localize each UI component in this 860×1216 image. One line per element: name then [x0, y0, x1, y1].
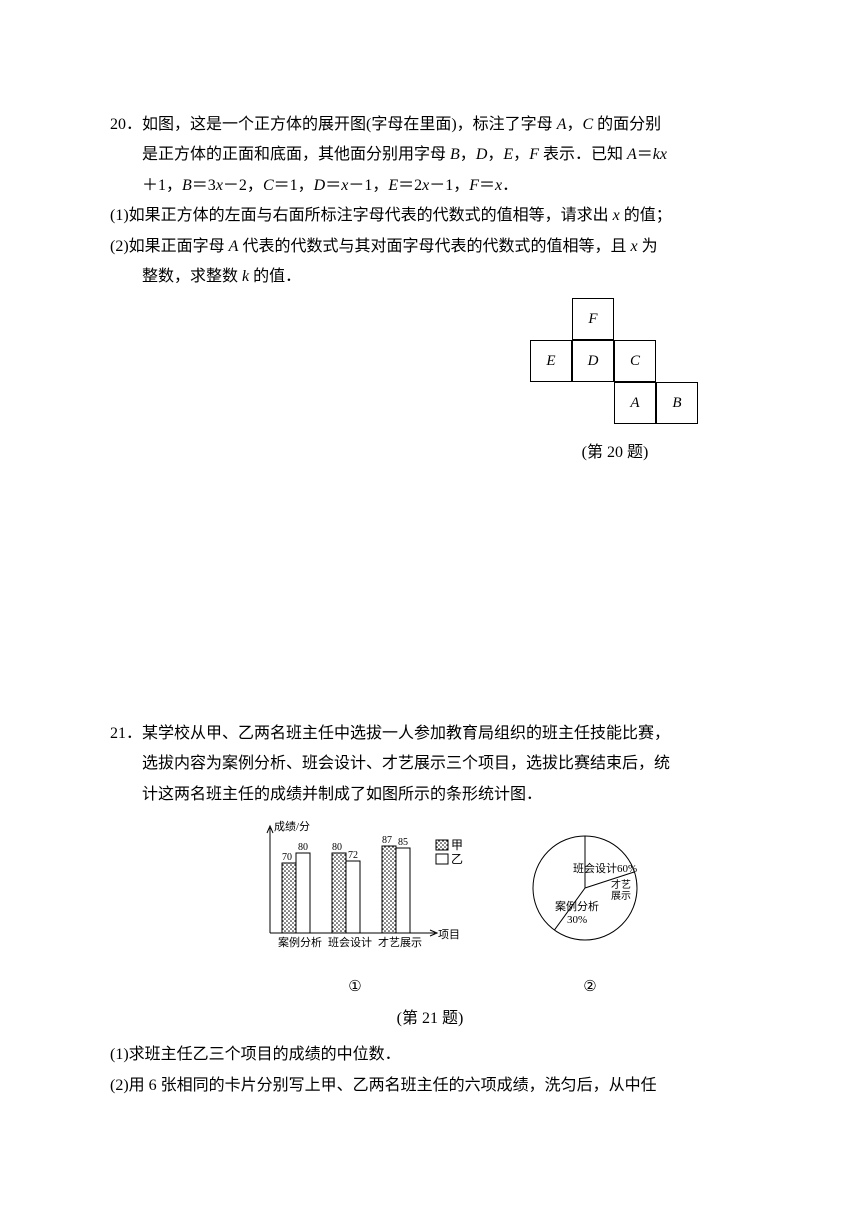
- question-21: 21．某学校从甲、乙两名班主任中选拔一人参加教育局组织的班主任技能比赛， 选拔内…: [110, 719, 750, 1101]
- q20-line1: 20．如图，这是一个正方体的展开图(字母在里面)，标注了字母 A，C 的面分别: [110, 110, 750, 140]
- bar-jia-1: [282, 863, 296, 933]
- q21-sub2: (2)用 6 张相同的卡片分别写上甲、乙两名班主任的六项成绩，洗匀后，从中任: [110, 1071, 750, 1101]
- bar-jia-2: [332, 853, 346, 933]
- val-yi-3: 85: [398, 837, 408, 848]
- cat-2: 班会设计: [328, 936, 372, 949]
- q20-sub2-l2: 整数，求整数 k 的值．: [110, 262, 750, 292]
- val-jia-2: 80: [332, 842, 342, 853]
- pie-chart-block: 班会设计60% 案例分析 30% 才艺 展示 ②: [520, 818, 660, 1002]
- pie-label-anli-2: 30%: [567, 914, 587, 926]
- q20-line2: 是正方体的正面和底面，其他面分别用字母 B，D，E，F 表示．已知 A＝kx: [110, 140, 750, 170]
- q20-number: 20．: [110, 116, 142, 133]
- bar-yi-3: [396, 848, 410, 933]
- cube-net-diagram: F E D C A B: [530, 298, 700, 428]
- legend-yi-label: 乙: [451, 852, 463, 866]
- pie-label-anli-1: 案例分析: [555, 899, 599, 913]
- cell-e: E: [530, 340, 572, 382]
- figure-20: F E D C A B (第 20 题): [110, 298, 750, 468]
- q21-line2: 选拔内容为案例分析、班会设计、才艺展示三个项目，选拔比赛结束后，统: [110, 749, 750, 779]
- figure-21-caption: (第 21 题): [397, 1004, 464, 1034]
- cell-d: D: [572, 340, 614, 382]
- q21-line1: 21．某学校从甲、乙两名班主任中选拔一人参加教育局组织的班主任技能比赛，: [110, 719, 750, 749]
- cell-b: B: [656, 382, 698, 424]
- val-jia-1: 70: [282, 852, 292, 863]
- legend-jia-swatch: [436, 840, 448, 850]
- cat-3: 才艺展示: [378, 935, 422, 949]
- pie-label-caiyi-2: 展示: [611, 890, 631, 902]
- q21-line3: 计这两名班主任的成绩并制成了如图所示的条形统计图．: [110, 780, 750, 810]
- bar-chart-block: 成绩/分 项目 70 80 80 72 87: [240, 818, 470, 1002]
- val-yi-2: 72: [348, 850, 358, 861]
- bar-yi-2: [346, 861, 360, 933]
- chart1-num: ①: [240, 973, 470, 1002]
- bar-yi-1: [296, 853, 310, 933]
- legend-yi-swatch: [436, 854, 448, 864]
- chart2-num: ②: [520, 973, 660, 1002]
- q20-sub1: (1)如果正方体的左面与右面所标注字母代表的代数式的值相等，请求出 x 的值；: [110, 201, 750, 231]
- bar-jia-3: [382, 846, 396, 933]
- y-axis-label: 成绩/分: [274, 820, 310, 833]
- cat-1: 案例分析: [278, 935, 322, 949]
- q20-line3: ＋1，B＝3x－2，C＝1，D＝x－1，E＝2x－1，F＝x．: [110, 171, 750, 201]
- q20-sub2-l1: (2)如果正面字母 A 代表的代数式与其对面字母代表的代数式的值相等，且 x 为: [110, 232, 750, 262]
- val-jia-3: 87: [382, 835, 392, 846]
- figure-21: 成绩/分 项目 70 80 80 72 87: [110, 818, 750, 1034]
- x-axis-label: 项目: [438, 928, 460, 941]
- pie-label-banhui: 班会设计60%: [573, 862, 637, 875]
- val-yi-1: 80: [298, 842, 308, 853]
- bar-chart: 成绩/分 项目 70 80 80 72 87: [240, 818, 470, 958]
- legend-jia-label: 甲: [451, 838, 463, 852]
- pie-chart: 班会设计60% 案例分析 30% 才艺 展示: [520, 818, 660, 958]
- cell-f: F: [572, 298, 614, 340]
- q21-sub1: (1)求班主任乙三个项目的成绩的中位数．: [110, 1040, 750, 1070]
- cell-c: C: [614, 340, 656, 382]
- pie-label-caiyi-1: 才艺: [611, 878, 631, 891]
- cell-a: A: [614, 382, 656, 424]
- question-20: 20．如图，这是一个正方体的展开图(字母在里面)，标注了字母 A，C 的面分别 …: [110, 110, 750, 469]
- figure-20-caption: (第 20 题): [530, 438, 700, 468]
